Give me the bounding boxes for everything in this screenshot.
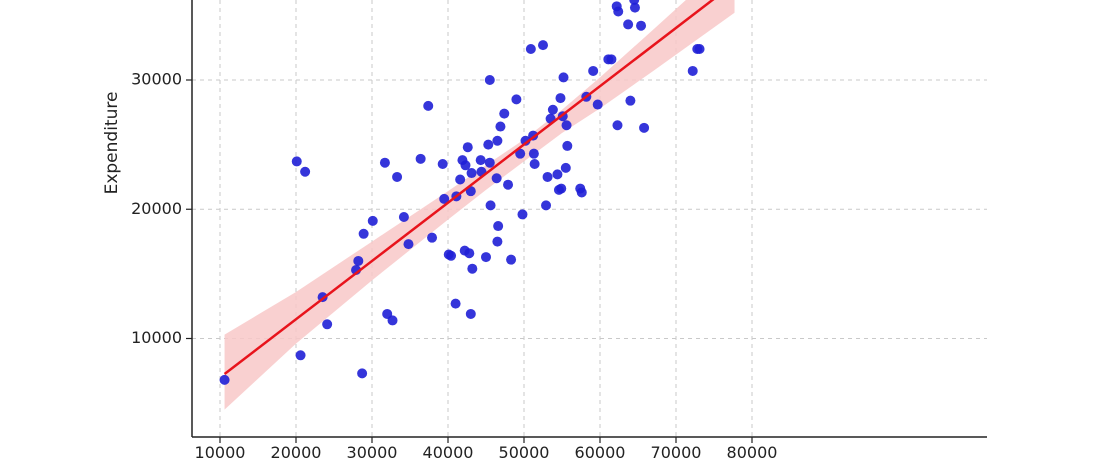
- data-point: [455, 174, 466, 185]
- y-tick-label: 20000: [131, 199, 182, 218]
- data-point: [511, 94, 522, 105]
- data-point: [219, 374, 230, 385]
- grid: [192, 0, 987, 437]
- data-point: [517, 209, 528, 220]
- data-point: [367, 215, 378, 226]
- data-point: [467, 263, 478, 274]
- data-point: [525, 43, 536, 54]
- y-tick-label: 10000: [131, 328, 182, 347]
- x-tick-labels: 10000 20000 30000 40000 50000 60000 70000 80000: [195, 437, 778, 462]
- data-point: [623, 19, 634, 30]
- data-point: [552, 169, 563, 180]
- data-point: [613, 6, 624, 17]
- data-point: [446, 250, 457, 261]
- data-point: [495, 121, 506, 132]
- data-point: [561, 120, 572, 131]
- data-point: [555, 93, 566, 104]
- data-point: [515, 148, 526, 159]
- data-point: [592, 99, 603, 110]
- x-tick-label: 40000: [423, 443, 474, 462]
- data-point: [492, 135, 503, 146]
- data-point: [612, 120, 623, 131]
- data-point: [462, 142, 473, 153]
- data-point: [300, 166, 311, 177]
- y-tick-label: 30000: [131, 70, 182, 89]
- x-tick-label: 70000: [651, 443, 702, 462]
- data-point: [398, 212, 409, 223]
- data-point: [423, 100, 434, 111]
- data-point: [483, 139, 494, 150]
- data-point: [493, 221, 504, 232]
- data-point: [506, 254, 517, 265]
- confidence-band: [224, 0, 735, 410]
- data-point: [415, 153, 426, 164]
- data-point: [392, 171, 403, 182]
- data-point: [353, 255, 364, 266]
- data-point: [547, 104, 558, 115]
- data-point: [466, 168, 477, 179]
- data-point: [437, 159, 448, 170]
- data-point: [499, 108, 510, 119]
- data-point: [636, 20, 647, 31]
- data-point: [460, 160, 471, 171]
- data-point: [629, 2, 640, 13]
- x-tick-label: 10000: [195, 443, 246, 462]
- x-tick-label: 50000: [499, 443, 550, 462]
- y-tick-labels: 10000 20000 30000: [131, 70, 192, 347]
- x-tick-label: 80000: [727, 443, 778, 462]
- data-point: [484, 157, 495, 168]
- data-point: [687, 65, 698, 76]
- data-point: [465, 308, 476, 319]
- data-point: [491, 173, 502, 184]
- fit-line-layer: [223, 0, 715, 376]
- y-axis-label: Expenditure: [102, 92, 122, 195]
- axes: [191, 0, 987, 438]
- data-point: [484, 75, 495, 85]
- data-point: [639, 122, 650, 133]
- data-point: [492, 236, 503, 247]
- data-point: [464, 248, 475, 259]
- data-point: [529, 159, 540, 170]
- data-point: [387, 315, 398, 326]
- data-point: [625, 95, 636, 106]
- fit-line: [223, 0, 715, 376]
- data-point: [560, 162, 571, 173]
- data-point: [576, 187, 587, 198]
- data-point: [403, 239, 414, 250]
- data-point: [538, 40, 548, 51]
- confidence-band-layer: [224, 0, 735, 410]
- data-point: [427, 232, 438, 243]
- data-point: [558, 72, 569, 83]
- data-point: [295, 350, 306, 361]
- data-point: [481, 252, 491, 263]
- data-point: [562, 140, 573, 151]
- data-point: [358, 228, 369, 239]
- data-point: [485, 200, 496, 211]
- data-point: [542, 171, 553, 182]
- data-point: [357, 368, 368, 379]
- data-point: [503, 179, 514, 190]
- data-point: [528, 148, 539, 159]
- data-point: [694, 43, 705, 54]
- data-point: [520, 135, 531, 146]
- data-point: [588, 65, 599, 76]
- data-point: [450, 298, 461, 309]
- data-point: [606, 54, 617, 65]
- data-point: [439, 193, 450, 204]
- data-point: [475, 155, 486, 166]
- data-point: [379, 157, 390, 168]
- x-tick-label: 20000: [271, 443, 322, 462]
- data-point: [322, 319, 333, 330]
- x-tick-label: 30000: [347, 443, 398, 462]
- data-point: [556, 183, 567, 194]
- x-tick-label: 60000: [575, 443, 626, 462]
- data-point: [541, 200, 552, 211]
- data-point: [291, 156, 302, 167]
